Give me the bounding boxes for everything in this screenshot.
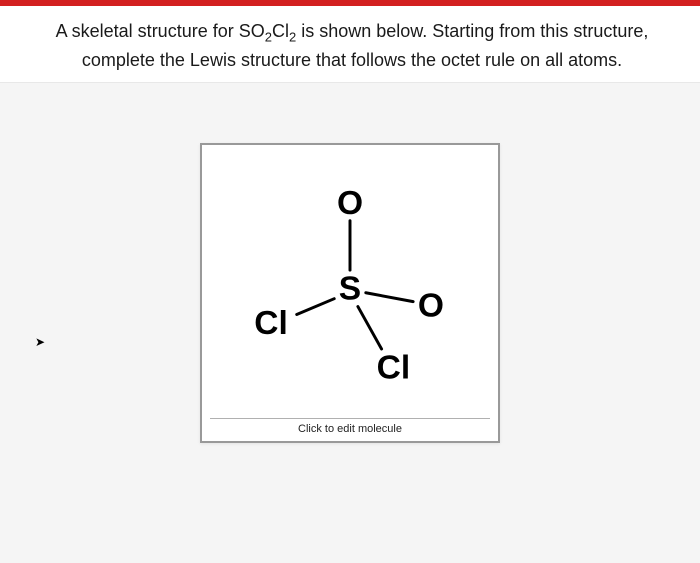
question-panel: A skeletal structure for SO2Cl2 is shown… (0, 6, 700, 83)
question-line1-pre: A skeletal structure for SO (56, 21, 265, 41)
atom-o-top[interactable]: O (337, 185, 363, 222)
cursor-icon: ➤ (35, 335, 45, 349)
atom-cl-left[interactable]: Cl (254, 305, 288, 342)
question-text: A skeletal structure for SO2Cl2 is shown… (22, 18, 682, 74)
bond-s-cl-left[interactable] (297, 299, 334, 315)
atom-cl-bottom[interactable]: Cl (377, 350, 411, 387)
atom-s[interactable]: S (339, 271, 361, 308)
editor-hint: Click to edit molecule (210, 418, 490, 435)
question-sub1: 2 (265, 30, 272, 45)
question-line1-post: is shown below. Starting from this struc… (296, 21, 648, 41)
molecule-canvas[interactable]: S O O Cl Cl (202, 145, 498, 405)
question-line2: complete the Lewis structure that follow… (82, 50, 622, 70)
molecule-editor[interactable]: S O O Cl Cl Click to edit molecule (200, 143, 500, 443)
question-mid1: Cl (272, 21, 289, 41)
atom-o-right[interactable]: O (418, 288, 444, 325)
bond-s-o-right[interactable] (366, 293, 413, 302)
bond-s-cl-bottom[interactable] (358, 307, 382, 349)
editor-container: S O O Cl Cl Click to edit molecule (0, 83, 700, 443)
